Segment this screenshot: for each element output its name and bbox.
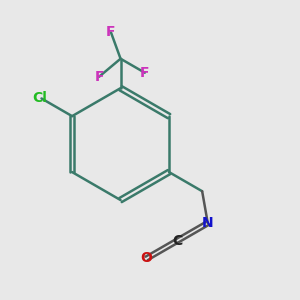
Text: F: F [140,66,149,80]
Text: Cl: Cl [33,92,47,106]
Text: F: F [106,26,116,39]
Text: F: F [94,70,104,84]
Text: O: O [141,251,152,266]
Text: C: C [172,234,182,248]
Text: N: N [202,216,214,230]
